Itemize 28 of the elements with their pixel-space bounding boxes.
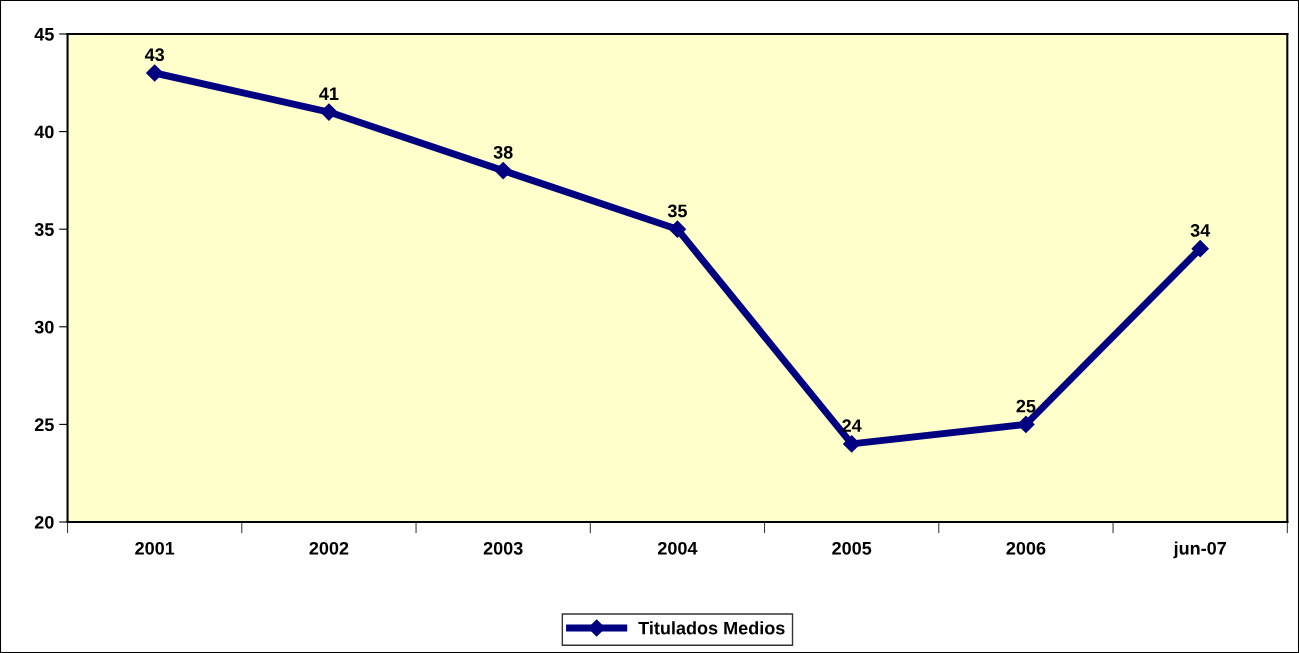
data-label: 35	[667, 204, 687, 218]
y-tick-label: 20	[34, 515, 54, 529]
data-label: 25	[1016, 399, 1036, 413]
y-tick-label: 30	[34, 320, 54, 334]
x-tick-label: 2003	[483, 541, 523, 555]
point	[1017, 415, 1035, 433]
data-label: 41	[319, 87, 339, 100]
x-tick-label: 2001	[135, 541, 175, 555]
x-tick-label: jun-07	[1173, 541, 1226, 559]
x-tick-label: 2006	[1006, 541, 1046, 555]
x-tick-label: 2002	[309, 541, 349, 555]
data-label: 43	[144, 48, 165, 62]
data-label: 38	[493, 145, 513, 159]
legend-label: Titulados Medios	[638, 621, 785, 635]
x-tick-label: 2004	[657, 541, 698, 555]
y-tick-label: 25	[34, 418, 54, 432]
point	[1191, 240, 1209, 258]
y-tick-label: 45	[34, 28, 54, 41]
x-tick-label: 2005	[832, 541, 872, 555]
point	[494, 162, 512, 180]
point	[146, 64, 164, 82]
point	[320, 103, 338, 121]
y-tick-label: 40	[34, 125, 54, 139]
point	[843, 435, 861, 453]
point	[668, 220, 686, 238]
y-tick-label: 35	[34, 223, 54, 236]
data-label: 34	[1190, 224, 1211, 237]
data-label: 24	[842, 419, 862, 432]
